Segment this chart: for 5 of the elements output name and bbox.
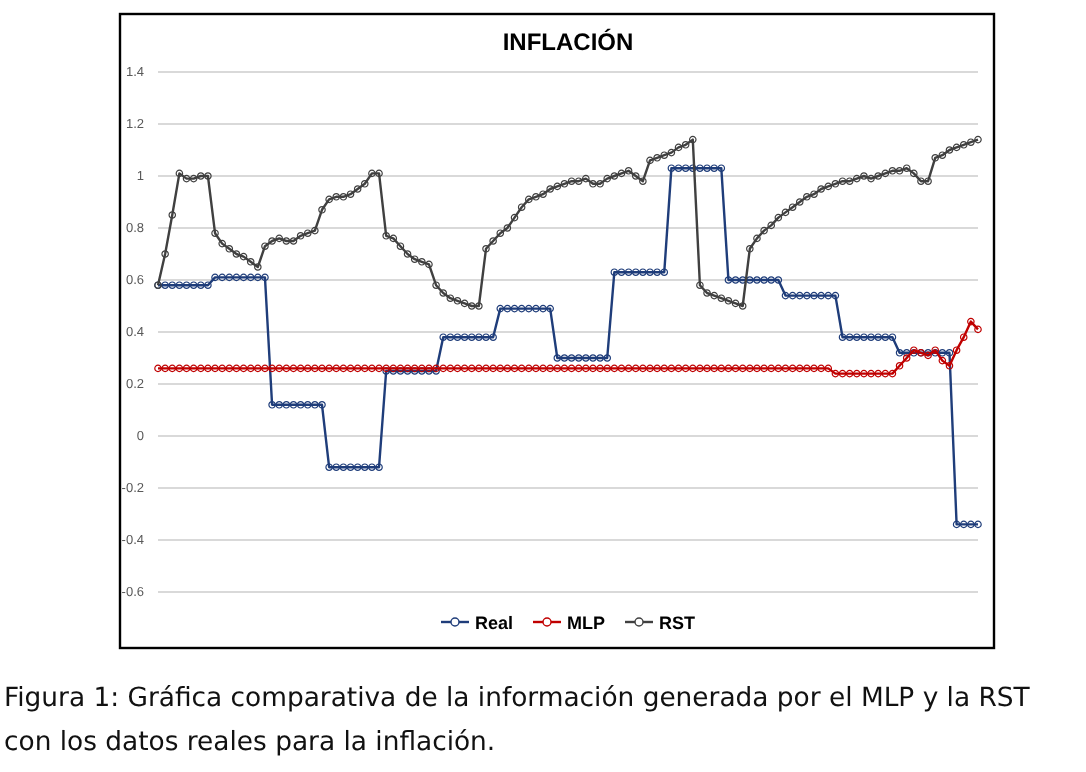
legend-label: MLP <box>567 613 606 633</box>
text: Figura 1: Gráfica comparativa de la información generada por el MLP y la RST con los datos reales para la inflación. <box>4 684 1032 758</box>
chart-title: INFLACIÓN <box>502 28 634 56</box>
legend-label: RST <box>659 613 697 633</box>
legend-label: Real <box>474 613 514 633</box>
